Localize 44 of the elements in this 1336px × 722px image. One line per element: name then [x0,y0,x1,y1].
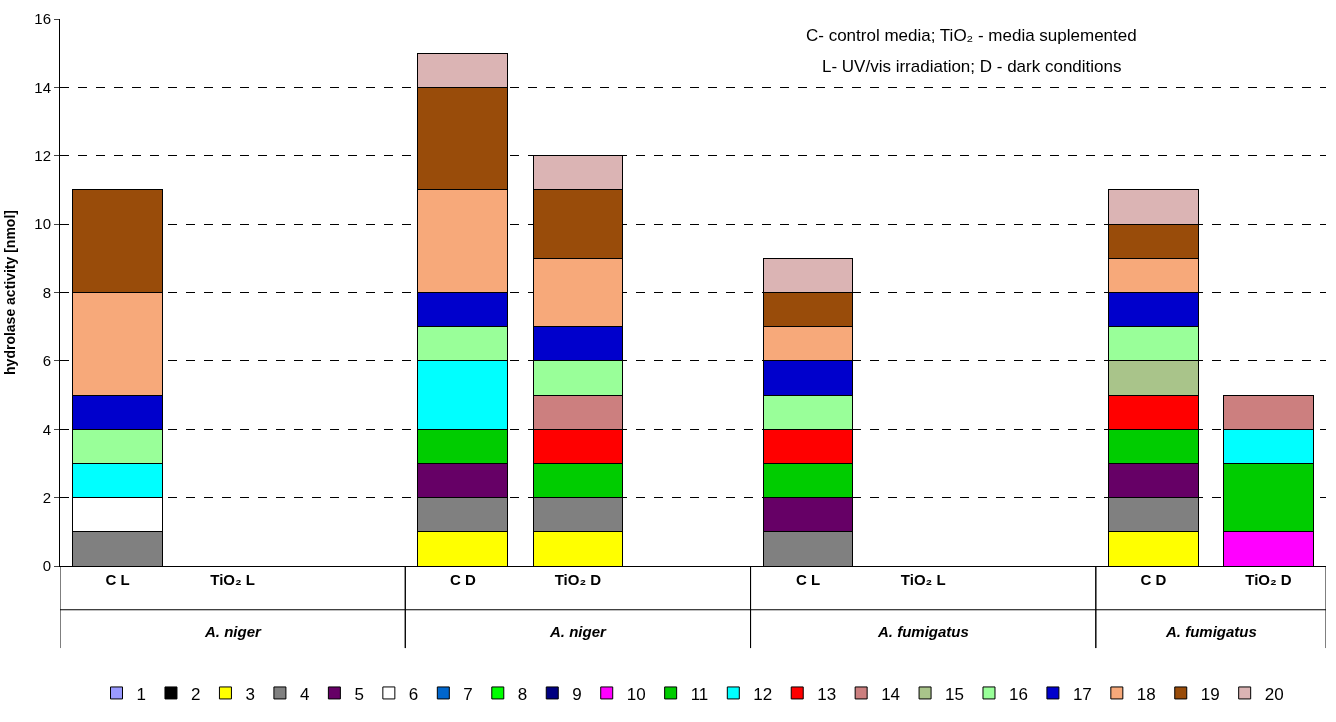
x-tick-label: C L [105,571,130,588]
y-tick-label: 6 [42,352,51,370]
legend-label: 16 [1008,684,1028,704]
x-tick-label: C D [1140,571,1167,588]
legend-label: 2 [190,684,201,704]
legend-label: 8 [517,684,528,704]
y-tick-label: 2 [42,488,51,506]
legend-label: 15 [945,684,964,704]
legend-label: 3 [245,684,255,704]
legend-label: 18 [1136,684,1156,704]
text: A. fumigatus [877,623,969,640]
legend-label: 10 [626,684,646,704]
x-tick-label: TiO₂ D [1245,571,1292,588]
legend-label: 6 [408,684,419,704]
legend-label: 11 [690,684,709,704]
y-tick-label: 12 [34,147,51,164]
y-tick-label: 10 [34,215,51,233]
x-tick-label: C L [796,571,821,588]
text: A. niger [204,623,262,640]
legend-label: 9 [572,684,582,704]
legend-label: 20 [1264,684,1284,704]
legend-label: 17 [1072,684,1092,704]
text: A. niger [549,623,607,640]
y-axis-title: hydrolase activity [nmol] [1,210,18,375]
x-tick-label: TiO₂ D [554,571,602,588]
y-tick-label: 14 [34,78,51,96]
annotation: C- control media; TiO₂ - media suplemented [806,26,1137,45]
y-tick-label: 8 [42,283,51,301]
y-tick-label: 4 [42,420,51,438]
x-tick-label: TiO₂ L [210,571,256,588]
legend-label: 4 [299,684,310,704]
legend-label: 12 [753,684,773,704]
x-tick-label: TiO₂ L [900,571,946,588]
legend-label: 19 [1200,684,1220,704]
y-tick-label: 0 [42,557,51,575]
legend-label: 13 [817,684,837,704]
legend-label: 7 [463,684,473,704]
x-tick-label: C D [449,571,476,588]
legend-label: 5 [354,684,364,704]
legend-label: 1 [136,684,146,704]
legend-label: 14 [881,684,901,704]
y-tick-label: 16 [34,10,51,28]
text: A. fumigatus [1165,623,1257,640]
annotation: L- UV/vis irradiation; D - dark conditions [822,57,1122,76]
